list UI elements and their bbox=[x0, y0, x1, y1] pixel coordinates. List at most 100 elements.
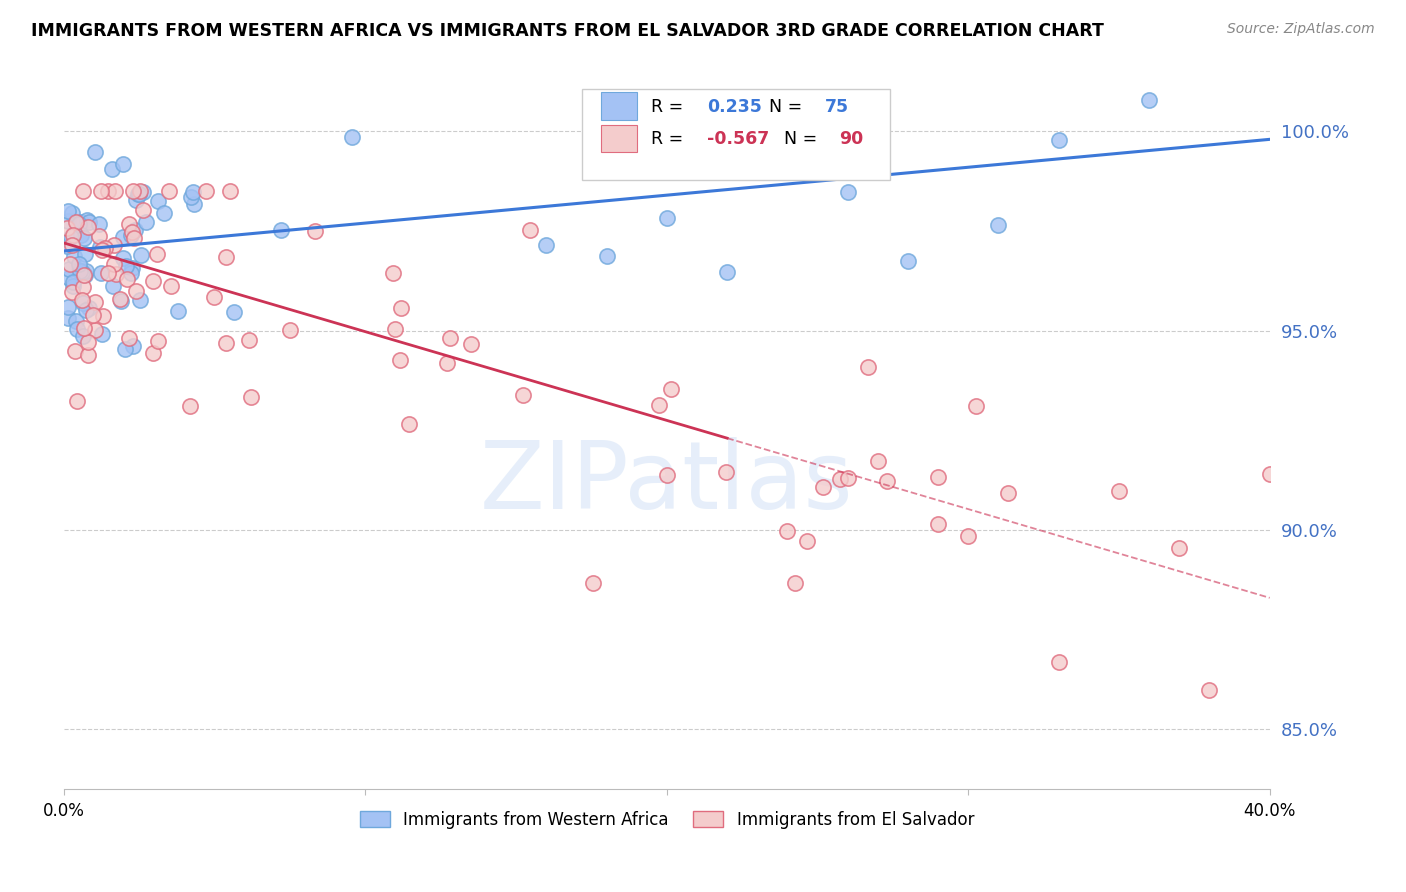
Bar bbox=[600, 125, 637, 153]
Point bbox=[75, 263, 97, 277]
Point bbox=[90, 184, 112, 198]
Point bbox=[519, 223, 541, 237]
Point bbox=[647, 398, 669, 412]
Point bbox=[384, 322, 406, 336]
Point bbox=[60, 238, 83, 252]
Point bbox=[876, 475, 898, 489]
Point bbox=[110, 293, 132, 308]
Point bbox=[59, 257, 82, 271]
Point bbox=[152, 205, 174, 219]
Point bbox=[104, 267, 127, 281]
Point bbox=[115, 272, 138, 286]
Point bbox=[90, 266, 112, 280]
Point bbox=[103, 257, 125, 271]
Point bbox=[87, 228, 110, 243]
Point bbox=[97, 184, 120, 198]
Point bbox=[77, 215, 100, 229]
Point bbox=[112, 230, 135, 244]
Point bbox=[73, 268, 96, 282]
Point bbox=[436, 356, 458, 370]
Point bbox=[60, 230, 83, 244]
Point bbox=[183, 185, 205, 199]
Point bbox=[997, 486, 1019, 500]
Point bbox=[595, 249, 617, 263]
Point bbox=[101, 279, 124, 293]
Point bbox=[388, 353, 411, 368]
Point bbox=[965, 399, 987, 413]
Point bbox=[142, 346, 165, 360]
Point bbox=[194, 184, 217, 198]
Point bbox=[114, 342, 136, 356]
Text: N =: N = bbox=[769, 98, 808, 116]
Point bbox=[146, 246, 169, 260]
Point bbox=[776, 139, 799, 153]
Point bbox=[927, 516, 949, 531]
Point bbox=[157, 184, 180, 198]
Point bbox=[73, 231, 96, 245]
Point bbox=[114, 259, 136, 273]
Point bbox=[75, 247, 97, 261]
Point bbox=[76, 348, 98, 362]
Point bbox=[62, 275, 84, 289]
Point bbox=[87, 217, 110, 231]
Point bbox=[129, 248, 152, 262]
Point bbox=[65, 215, 87, 229]
Point bbox=[121, 260, 143, 275]
Text: R =: R = bbox=[651, 130, 689, 148]
Point bbox=[62, 285, 84, 300]
Text: -0.567: -0.567 bbox=[707, 130, 769, 148]
Point bbox=[128, 293, 150, 307]
Point bbox=[118, 217, 141, 231]
Point bbox=[56, 239, 79, 253]
Point bbox=[62, 278, 84, 293]
Point bbox=[72, 279, 94, 293]
Point bbox=[77, 301, 100, 316]
Text: 90: 90 bbox=[839, 130, 863, 148]
Point bbox=[65, 314, 87, 328]
Point bbox=[776, 524, 799, 539]
Point bbox=[121, 338, 143, 352]
Point bbox=[927, 470, 949, 484]
Point bbox=[67, 217, 90, 231]
Point bbox=[238, 333, 260, 347]
Point bbox=[1137, 94, 1160, 108]
Point bbox=[70, 228, 93, 243]
Point bbox=[128, 184, 150, 198]
Point bbox=[63, 344, 86, 359]
Point bbox=[91, 244, 114, 258]
Point bbox=[72, 296, 94, 310]
Point bbox=[987, 218, 1010, 232]
Point bbox=[93, 242, 115, 256]
Point bbox=[56, 214, 79, 228]
Point bbox=[278, 323, 301, 337]
Point bbox=[56, 220, 79, 235]
Bar bbox=[600, 93, 637, 120]
Point bbox=[70, 293, 93, 307]
Text: Source: ZipAtlas.com: Source: ZipAtlas.com bbox=[1227, 22, 1375, 37]
Point bbox=[73, 268, 96, 283]
Point bbox=[828, 472, 851, 486]
Point bbox=[122, 231, 145, 245]
Point bbox=[1258, 467, 1281, 481]
Point bbox=[76, 335, 98, 350]
Point bbox=[179, 399, 201, 413]
Point bbox=[83, 145, 105, 160]
Text: IMMIGRANTS FROM WESTERN AFRICA VS IMMIGRANTS FROM EL SALVADOR 3RD GRADE CORRELAT: IMMIGRANTS FROM WESTERN AFRICA VS IMMIGR… bbox=[31, 22, 1104, 40]
Point bbox=[91, 309, 114, 323]
Point bbox=[62, 227, 84, 242]
Point bbox=[536, 237, 558, 252]
Point bbox=[460, 337, 482, 351]
Point bbox=[56, 301, 79, 315]
Point bbox=[111, 157, 134, 171]
Point bbox=[70, 265, 93, 279]
Point bbox=[58, 271, 80, 285]
Point bbox=[142, 274, 165, 288]
Point bbox=[785, 576, 807, 591]
Text: 0.235: 0.235 bbox=[707, 98, 762, 116]
Point bbox=[120, 228, 142, 243]
Point bbox=[69, 257, 91, 271]
Point bbox=[125, 285, 148, 299]
Point bbox=[661, 382, 683, 396]
Point bbox=[219, 184, 242, 198]
Legend: Immigrants from Western Africa, Immigrants from El Salvador: Immigrants from Western Africa, Immigran… bbox=[353, 805, 981, 836]
